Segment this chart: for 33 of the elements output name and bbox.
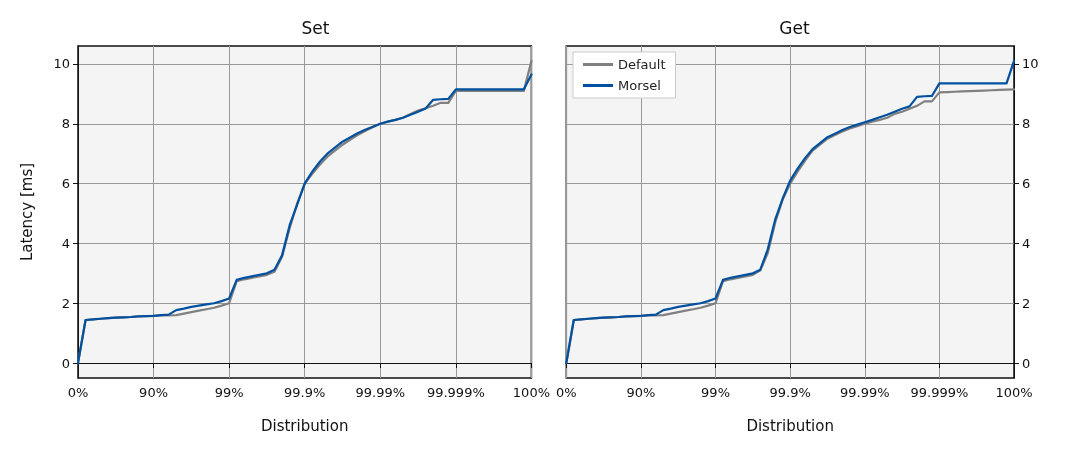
x-tick-label: 99.99%	[839, 385, 890, 400]
x-tick-label: 90%	[139, 385, 169, 400]
chart-title: Set	[301, 17, 330, 38]
y-tick-label: 0	[61, 355, 70, 371]
x-tick-label: 99.999%	[426, 385, 485, 400]
x-tick-label: 100%	[995, 385, 1033, 400]
y-tick-label: 8	[61, 116, 70, 132]
x-tick-label: 0%	[67, 385, 89, 400]
y-tick-label: 6	[61, 176, 70, 192]
x-tick-label: 99%	[701, 385, 730, 400]
y-tick-label: 4	[61, 235, 70, 251]
legend-label: Default	[618, 57, 666, 72]
chart-title: Get	[779, 17, 810, 38]
x-tick-label: 99.999%	[910, 385, 969, 400]
y-tick-label: 2	[61, 295, 70, 311]
x-tick-label: 99%	[214, 385, 244, 400]
legend-label: Morsel	[618, 78, 661, 93]
x-tick-label: 99.9%	[284, 385, 326, 400]
x-axis-title: Distribution	[746, 416, 834, 435]
y-tick-label: 0	[1022, 355, 1031, 371]
x-tick-label: 0%	[556, 385, 577, 400]
x-tick-label: 90%	[626, 385, 656, 400]
x-tick-label: 100%	[512, 385, 550, 400]
y-tick-label: 4	[1022, 235, 1031, 251]
y-tick-label: 2	[1022, 295, 1031, 311]
x-axis-title: Distribution	[260, 416, 349, 435]
x-tick-label: 99.99%	[355, 385, 406, 400]
y-tick-label: 10	[1022, 56, 1039, 72]
y-tick-label: 8	[1022, 116, 1031, 132]
y-axis-title: Latency [ms]	[17, 162, 36, 262]
y-tick-label: 6	[1022, 176, 1031, 192]
x-tick-label: 99.9%	[769, 385, 811, 400]
y-tick-label: 10	[53, 56, 70, 72]
